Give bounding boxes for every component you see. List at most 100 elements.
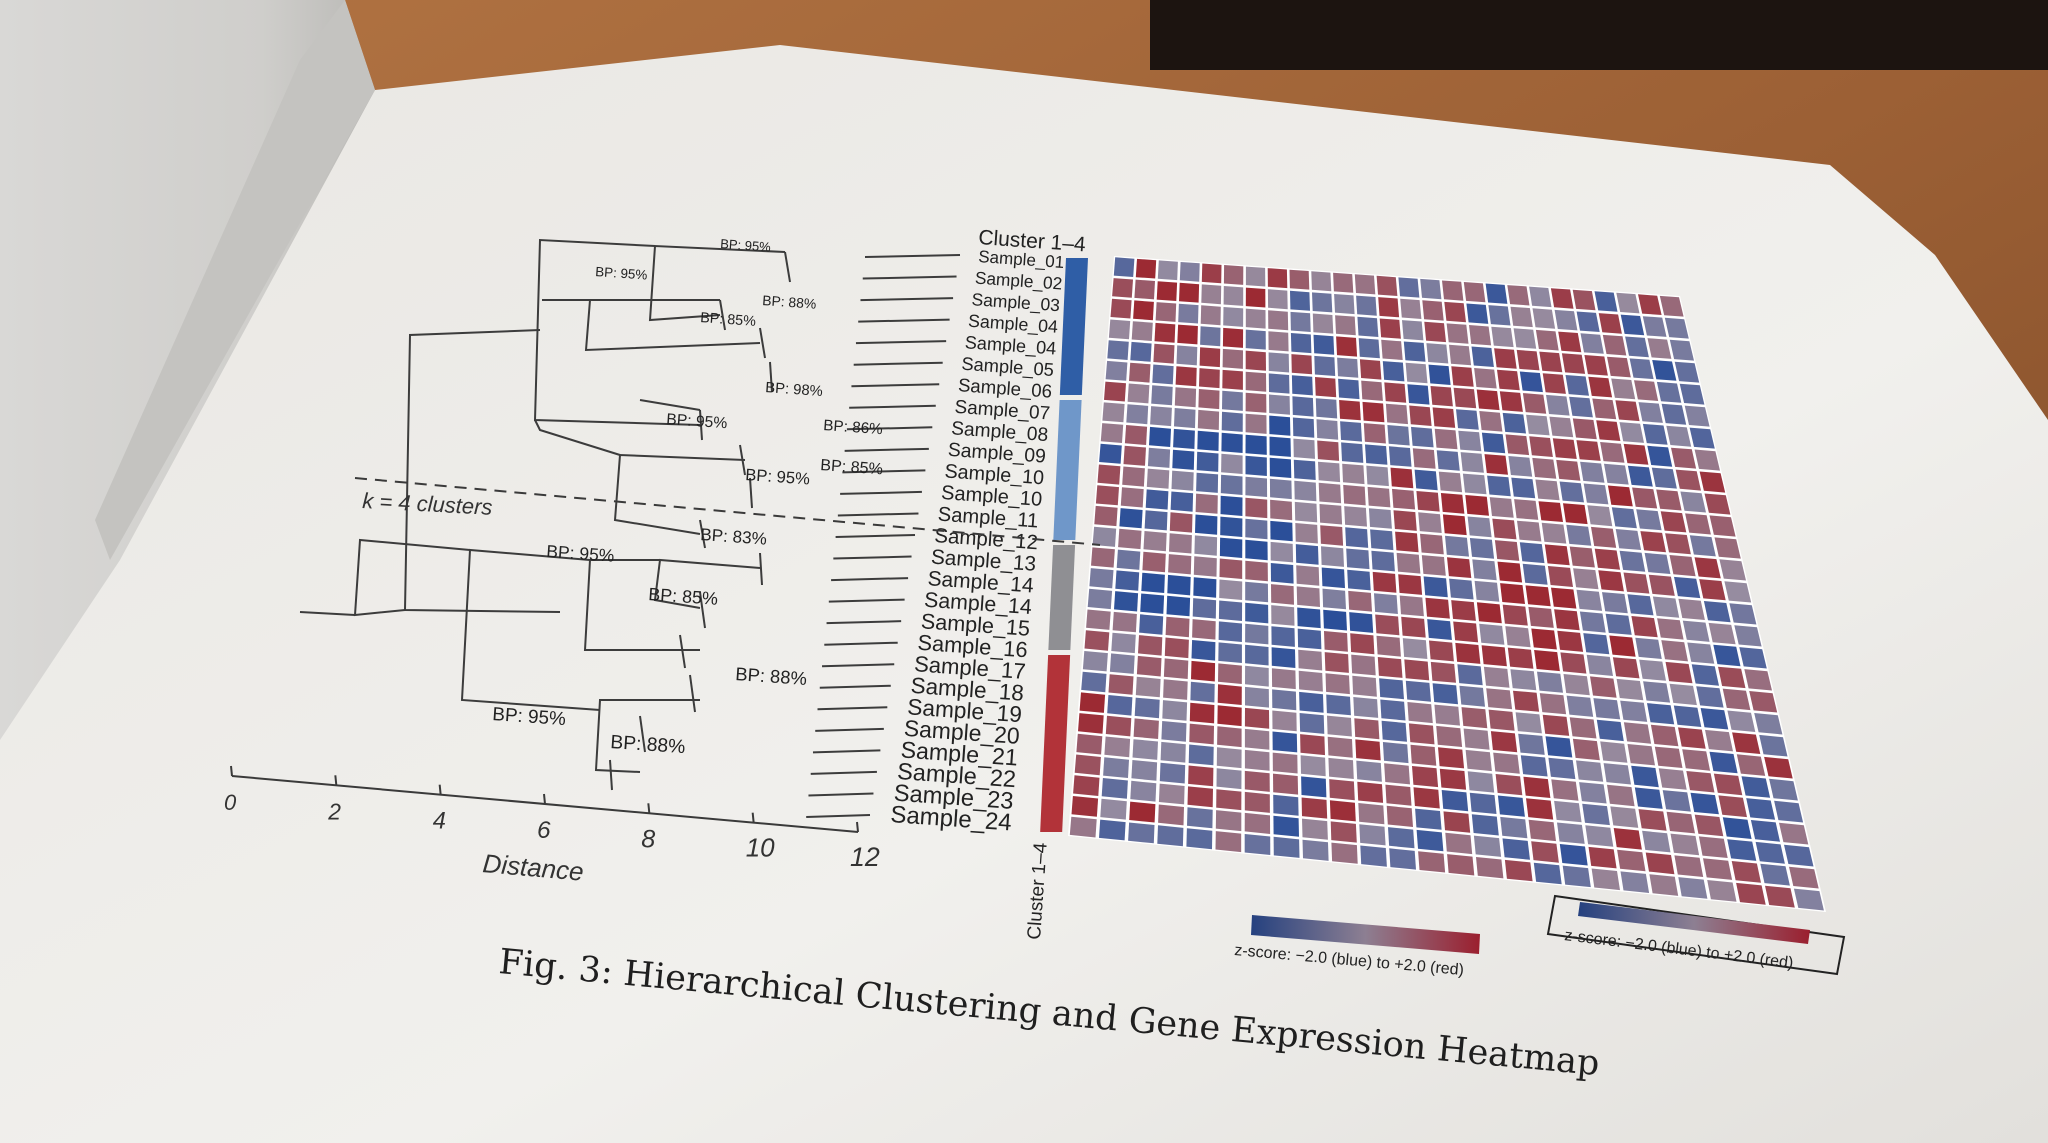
heatmap-cell bbox=[1736, 754, 1766, 776]
heatmap-cell bbox=[1643, 681, 1671, 703]
heatmap-cell bbox=[1272, 710, 1297, 732]
heatmap-cell bbox=[1155, 302, 1177, 322]
heatmap-cell bbox=[1537, 671, 1563, 693]
heatmap-cell bbox=[1611, 378, 1636, 400]
heatmap-cell bbox=[1128, 822, 1155, 844]
heatmap-cell bbox=[1469, 325, 1492, 346]
heatmap-cell bbox=[1488, 709, 1515, 731]
heatmap-cell bbox=[1177, 324, 1198, 345]
heatmap-cell bbox=[1347, 569, 1371, 591]
heatmap-cell bbox=[1370, 529, 1394, 551]
heatmap-cell bbox=[1145, 489, 1169, 510]
heatmap-cell bbox=[1301, 776, 1327, 798]
heatmap-cell bbox=[1269, 415, 1291, 436]
heatmap-cell bbox=[1378, 297, 1400, 318]
dendrogram-branch bbox=[639, 399, 701, 411]
page-gutter-shadow bbox=[95, 0, 375, 560]
heatmap-cell bbox=[1445, 535, 1469, 557]
dendrogram-branch bbox=[835, 534, 916, 538]
heatmap-cell bbox=[1195, 493, 1218, 514]
heatmap-cell bbox=[1680, 491, 1706, 513]
heatmap-cell bbox=[1245, 476, 1268, 497]
dendrogram-branch bbox=[460, 548, 601, 711]
heatmap-cell bbox=[1199, 368, 1220, 389]
heatmap-cell bbox=[1385, 784, 1412, 806]
heatmap-cell bbox=[1108, 319, 1131, 340]
heatmap-cell bbox=[1534, 650, 1560, 672]
heatmap-cell bbox=[1449, 344, 1472, 366]
heatmap-cell bbox=[1356, 760, 1382, 782]
heatmap-cell bbox=[1268, 310, 1289, 331]
heatmap-cell bbox=[1299, 713, 1325, 734]
heatmap-cell bbox=[1563, 674, 1590, 696]
heatmap-cell bbox=[1289, 269, 1310, 290]
heatmap-cell bbox=[1192, 619, 1216, 640]
heatmap-cell bbox=[1416, 829, 1444, 852]
heatmap-cell bbox=[1101, 778, 1128, 799]
heatmap-cell bbox=[1638, 294, 1662, 315]
heatmap-cell bbox=[1573, 568, 1599, 590]
heatmap-cell bbox=[1544, 544, 1570, 566]
heatmap-cell bbox=[1190, 681, 1215, 703]
heatmap-cell bbox=[1335, 315, 1356, 336]
heatmap-cell bbox=[1380, 699, 1406, 721]
heatmap-cell bbox=[1700, 708, 1729, 730]
heatmap-cell bbox=[1455, 642, 1481, 664]
colorbar-gradient-boxed bbox=[1578, 902, 1810, 944]
heatmap-cell bbox=[1222, 348, 1243, 369]
heatmap-cell bbox=[1620, 700, 1648, 722]
heatmap-cell bbox=[1100, 798, 1127, 820]
heatmap-cell bbox=[1472, 559, 1497, 581]
heatmap-cell bbox=[1474, 368, 1497, 389]
heatmap-cell bbox=[1656, 381, 1682, 403]
heatmap-cell bbox=[1110, 298, 1132, 319]
heatmap-cell bbox=[1550, 288, 1574, 309]
heatmap-cell bbox=[1629, 358, 1654, 380]
heatmap-cell bbox=[1270, 563, 1294, 584]
heatmap-cell bbox=[1759, 734, 1788, 757]
heatmap-cell bbox=[1445, 832, 1473, 855]
heatmap-cell bbox=[1384, 763, 1410, 785]
heatmap-cell bbox=[1156, 281, 1178, 301]
heatmap-cell bbox=[1552, 438, 1577, 459]
heatmap-cell bbox=[1438, 471, 1463, 493]
heatmap-cell bbox=[1319, 504, 1343, 525]
heatmap-cell bbox=[1297, 628, 1322, 650]
heatmap-cell bbox=[1511, 477, 1536, 499]
heatmap-cell bbox=[1143, 531, 1167, 552]
heatmap-cell bbox=[1222, 369, 1243, 390]
heatmap-cell bbox=[1296, 565, 1320, 586]
heatmap-cell bbox=[1529, 286, 1552, 308]
heatmap-cell bbox=[1561, 353, 1586, 374]
heatmap-cell bbox=[1221, 411, 1243, 432]
heatmap-cell bbox=[1092, 526, 1117, 547]
heatmap-cell bbox=[1425, 597, 1450, 619]
heatmap-cell bbox=[1462, 473, 1487, 495]
heatmap-cell bbox=[1196, 451, 1219, 472]
heatmap-cell bbox=[1244, 707, 1270, 729]
heatmap-cell bbox=[1598, 570, 1624, 592]
heatmap-cell bbox=[1313, 334, 1335, 355]
heatmap-cell bbox=[1707, 880, 1737, 902]
heatmap-cell bbox=[1079, 692, 1106, 713]
heatmap-cell bbox=[1218, 621, 1242, 642]
heatmap-cell bbox=[1510, 669, 1537, 691]
heatmap-cell bbox=[1640, 531, 1666, 553]
bootstrap-label: BP: 86% bbox=[823, 417, 884, 438]
heatmap-cell bbox=[1522, 563, 1548, 585]
heatmap-cell bbox=[1493, 752, 1520, 774]
heatmap-cell bbox=[1245, 350, 1266, 371]
heatmap-cell bbox=[1754, 713, 1783, 735]
heatmap-cell bbox=[1389, 848, 1416, 870]
heatmap-cell bbox=[1709, 515, 1736, 537]
heatmap-cell bbox=[1099, 443, 1122, 464]
heatmap-cell bbox=[1679, 383, 1705, 405]
axis-tick bbox=[751, 812, 755, 823]
heatmap-cell bbox=[1549, 416, 1574, 438]
heatmap-cell bbox=[1404, 659, 1430, 681]
heatmap-cell bbox=[1659, 295, 1684, 317]
heatmap-cell bbox=[1532, 457, 1557, 479]
heatmap-cell bbox=[1516, 349, 1540, 371]
heatmap-cell bbox=[1793, 888, 1824, 911]
heatmap-cell bbox=[1377, 657, 1403, 678]
